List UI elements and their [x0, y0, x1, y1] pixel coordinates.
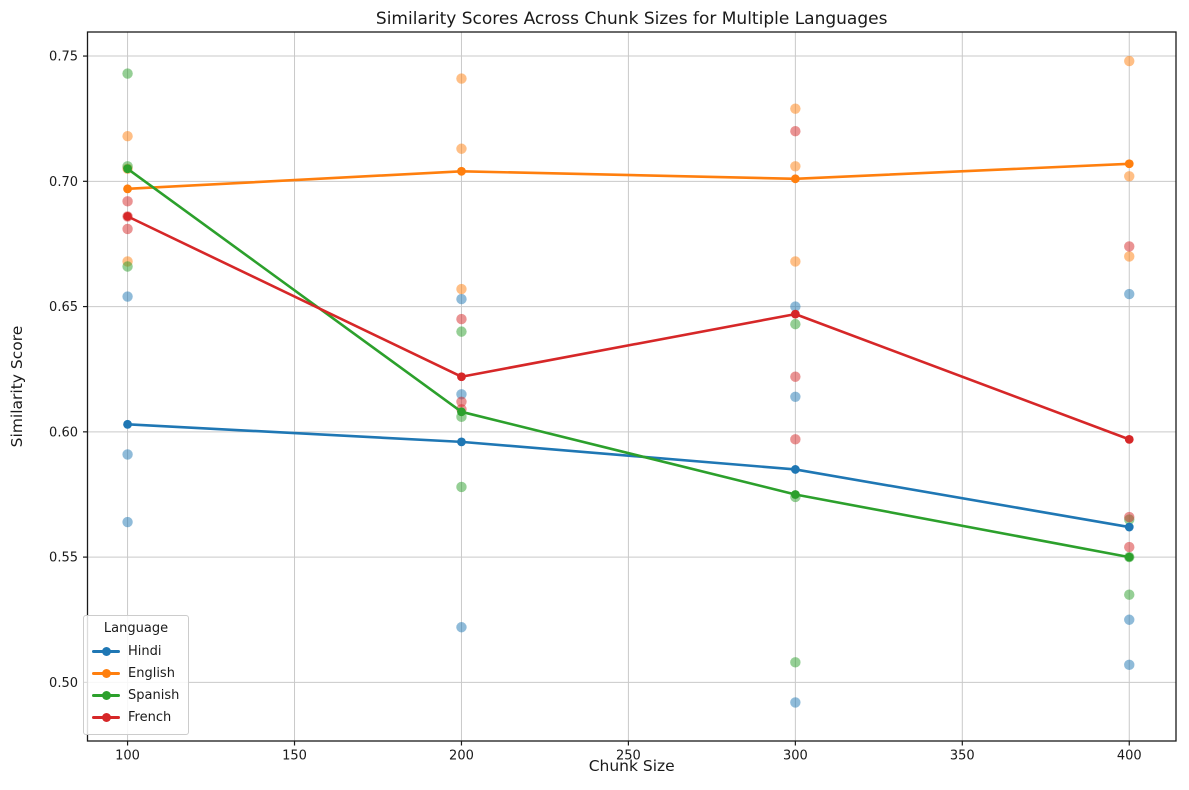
y-tick-label: 0.60 [49, 425, 78, 440]
gridlines [87, 32, 1176, 741]
scatter-hindi [122, 288, 1135, 708]
legend-label: French [128, 709, 172, 725]
line-hindi [123, 419, 1134, 532]
axis-ticks: 100 150 200 250 300 350 400 0.50 0.55 0.60 0.65 0.7… [49, 50, 1142, 764]
legend-line-dot-icon [92, 712, 120, 722]
y-tick-label: 0.70 [49, 175, 78, 190]
x-tick-label: 250 [616, 749, 641, 764]
legend-item-spanish: Spanish [92, 684, 180, 706]
y-tick-label: 0.65 [49, 300, 78, 315]
line-spanish [123, 164, 1134, 562]
x-tick-label: 150 [282, 749, 307, 764]
mean-lines [123, 159, 1134, 562]
legend: Language Hindi English Spanish French [83, 615, 189, 735]
line-english [123, 159, 1134, 194]
legend-title: Language [103, 621, 169, 636]
legend-item-hindi: Hindi [92, 640, 180, 662]
y-axis-label: Similarity Score [8, 326, 26, 448]
x-tick-label: 300 [783, 749, 808, 764]
legend-label: English [128, 665, 175, 681]
x-axis-label: Chunk Size [589, 757, 675, 775]
x-tick-label: 200 [449, 749, 474, 764]
x-tick-label: 100 [115, 749, 140, 764]
chart-title: Similarity Scores Across Chunk Sizes for… [376, 9, 888, 29]
legend-label: Spanish [128, 687, 180, 703]
line-french [123, 211, 1134, 444]
x-tick-label: 400 [1117, 749, 1142, 764]
legend-label: Hindi [128, 643, 162, 659]
plot-border [86, 31, 1177, 742]
legend-line-dot-icon [92, 690, 120, 700]
y-tick-label: 0.50 [49, 676, 78, 691]
legend-line-dot-icon [92, 646, 120, 656]
legend-item-french: French [92, 706, 180, 728]
legend-line-dot-icon [92, 668, 120, 678]
x-tick-label: 350 [950, 749, 975, 764]
y-tick-label: 0.55 [49, 551, 78, 566]
legend-item-english: English [92, 662, 180, 684]
y-tick-label: 0.75 [49, 50, 78, 65]
